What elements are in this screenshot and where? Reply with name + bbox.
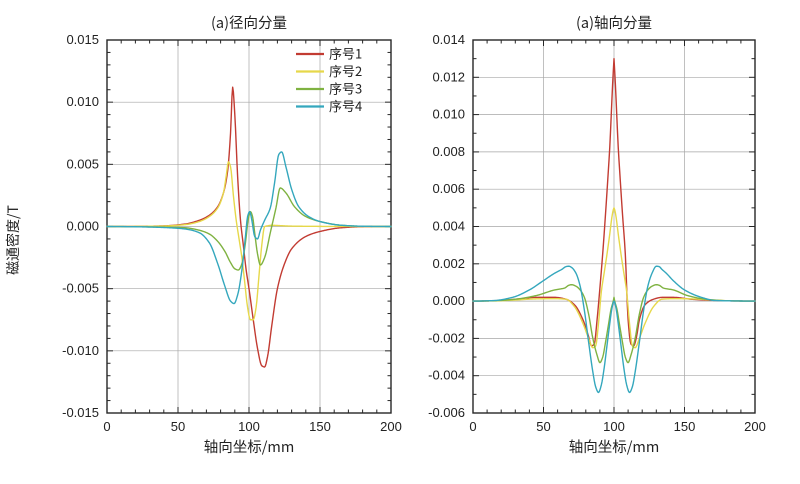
svg-text:0: 0 [469,419,476,434]
svg-text:0.012: 0.012 [432,69,465,84]
svg-text:0.000: 0.000 [432,293,465,308]
svg-text:0.004: 0.004 [432,219,465,234]
svg-text:-0.015: -0.015 [62,405,99,420]
svg-text:200: 200 [744,419,766,434]
svg-text:0: 0 [103,419,110,434]
svg-text:序号2: 序号2 [329,61,362,80]
svg-text:序号4: 序号4 [329,96,362,115]
svg-text:0.005: 0.005 [66,156,99,171]
svg-text:0.010: 0.010 [66,94,99,109]
svg-text:200: 200 [380,419,402,434]
svg-text:-0.006: -0.006 [428,405,465,420]
svg-text:0.006: 0.006 [432,181,465,196]
svg-text:0.002: 0.002 [432,256,465,271]
svg-text:0.015: 0.015 [66,32,99,47]
svg-text:磁通密度/T: 磁通密度/T [3,205,23,275]
svg-text:-0.002: -0.002 [428,330,465,345]
svg-text:轴向坐标/mm: 轴向坐标/mm [569,436,660,457]
svg-text:(a)轴向分量: (a)轴向分量 [576,12,652,33]
svg-text:-0.005: -0.005 [62,281,99,296]
svg-text:0.008: 0.008 [432,144,465,159]
svg-text:50: 50 [171,419,185,434]
svg-text:轴向坐标/mm: 轴向坐标/mm [204,436,295,457]
svg-text:(a)径向分量: (a)径向分量 [211,12,287,33]
svg-text:150: 150 [309,419,331,434]
svg-text:100: 100 [238,419,260,434]
svg-text:序号3: 序号3 [329,79,362,98]
svg-text:0.010: 0.010 [432,107,465,122]
svg-text:-0.010: -0.010 [62,343,99,358]
svg-text:0.000: 0.000 [66,219,99,234]
svg-text:序号1: 序号1 [329,44,362,63]
svg-text:100: 100 [603,419,625,434]
svg-text:150: 150 [674,419,696,434]
svg-text:-0.004: -0.004 [428,368,465,383]
svg-text:0.014: 0.014 [432,32,465,47]
svg-text:50: 50 [536,419,550,434]
